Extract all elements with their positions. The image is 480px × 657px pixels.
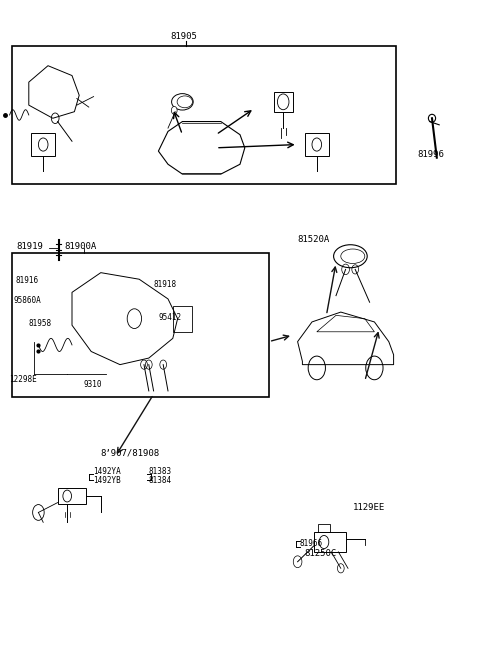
Text: 9310: 9310 (84, 380, 103, 389)
Bar (318, 524, 330, 532)
Text: 81966: 81966 (300, 539, 323, 548)
Bar (58, 488, 86, 504)
Text: 12298E: 12298E (10, 375, 37, 384)
Text: 95860A: 95860A (13, 296, 41, 305)
Bar (12, 253, 269, 397)
Bar (305, 133, 329, 156)
Text: 81905: 81905 (170, 32, 197, 41)
Text: 81250C: 81250C (305, 549, 337, 558)
Text: 81916: 81916 (15, 276, 38, 285)
Bar (31, 133, 55, 156)
Text: 1129EE: 1129EE (353, 503, 385, 512)
Text: 1492YB: 1492YB (94, 476, 121, 486)
Bar (314, 532, 346, 552)
Text: 8ʼ907/81908: 8ʼ907/81908 (101, 449, 160, 458)
Text: 81996: 81996 (418, 150, 444, 159)
Bar (274, 92, 293, 112)
Text: 1492YA: 1492YA (94, 467, 121, 476)
Text: 81520A: 81520A (298, 235, 330, 244)
Circle shape (171, 106, 177, 114)
Text: 81384: 81384 (149, 476, 172, 486)
Text: 81958: 81958 (29, 319, 52, 328)
Bar (173, 306, 192, 332)
Text: 81919: 81919 (17, 242, 44, 251)
Bar (12, 46, 396, 184)
Text: 81900A: 81900A (65, 242, 97, 251)
Text: 95412: 95412 (158, 313, 181, 322)
Text: 81918: 81918 (154, 280, 177, 289)
Text: 81383: 81383 (149, 467, 172, 476)
